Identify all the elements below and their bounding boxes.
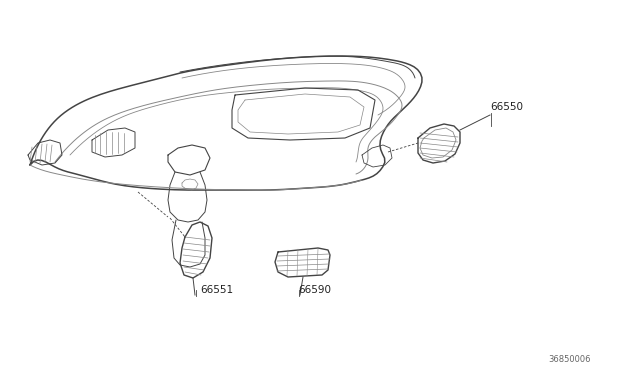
Text: 66550: 66550 xyxy=(490,102,523,112)
Text: 66590: 66590 xyxy=(298,285,331,295)
Text: 36850006: 36850006 xyxy=(548,355,591,364)
Text: 66551: 66551 xyxy=(200,285,233,295)
